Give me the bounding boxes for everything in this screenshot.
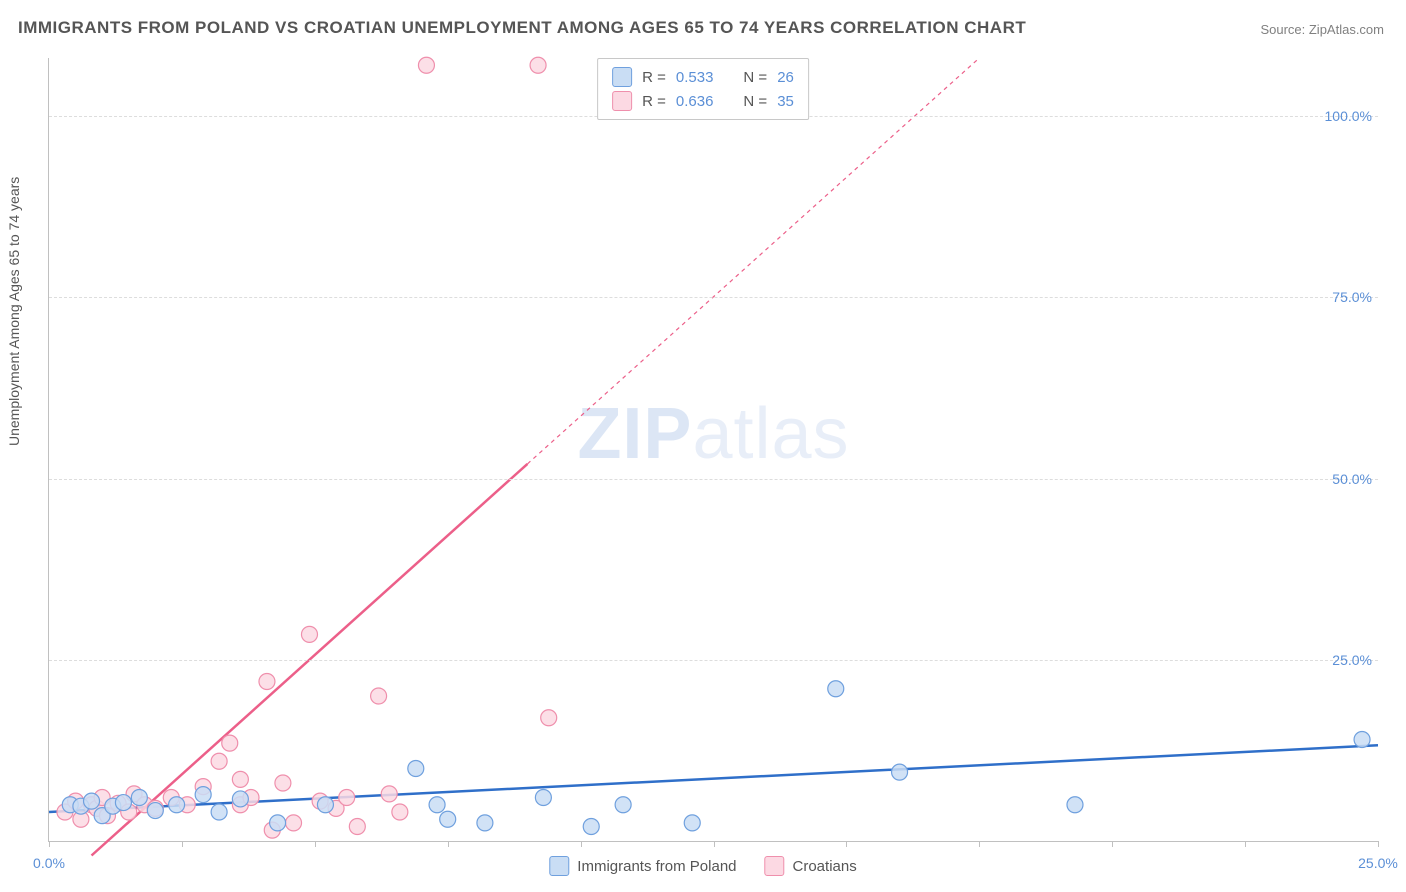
x-tick <box>448 841 449 847</box>
y-tick-label: 100.0% <box>1325 108 1372 124</box>
gridline <box>49 479 1378 480</box>
swatch-croatians-bottom <box>765 856 785 876</box>
series-legend: Immigrants from Poland Croatians <box>549 856 856 876</box>
r-label: R = <box>642 93 666 110</box>
n-value-croatians: 35 <box>777 93 794 110</box>
x-tick <box>979 841 980 847</box>
gridline <box>49 297 1378 298</box>
legend-label-croatians: Croatians <box>793 858 857 875</box>
x-tick <box>1378 841 1379 847</box>
correlation-legend-box: R = 0.533 N = 26 R = 0.636 N = 35 <box>597 58 809 120</box>
chart-title: IMMIGRANTS FROM POLAND VS CROATIAN UNEMP… <box>18 18 1026 38</box>
y-tick-label: 25.0% <box>1332 652 1372 668</box>
legend-label-poland: Immigrants from Poland <box>577 858 736 875</box>
plot-svg <box>49 58 1378 841</box>
swatch-croatians <box>612 91 632 111</box>
y-tick-label: 75.0% <box>1332 289 1372 305</box>
chart-plot-area: ZIPatlas 25.0%50.0%75.0%100.0%0.0%25.0% <box>48 58 1378 842</box>
legend-row-croatians: R = 0.636 N = 35 <box>612 89 794 113</box>
gridline <box>49 660 1378 661</box>
legend-item-poland: Immigrants from Poland <box>549 856 736 876</box>
r-label: R = <box>642 69 666 86</box>
y-axis-label: Unemployment Among Ages 65 to 74 years <box>6 177 22 446</box>
swatch-poland-bottom <box>549 856 569 876</box>
r-value-croatians: 0.636 <box>676 93 714 110</box>
legend-row-poland: R = 0.533 N = 26 <box>612 65 794 89</box>
y-tick-label: 50.0% <box>1332 471 1372 487</box>
x-tick <box>1112 841 1113 847</box>
source-prefix: Source: <box>1260 22 1308 37</box>
n-label: N = <box>743 93 767 110</box>
n-label: N = <box>743 69 767 86</box>
x-tick <box>49 841 50 847</box>
x-tick-label: 25.0% <box>1358 855 1398 871</box>
x-tick-label: 0.0% <box>33 855 65 871</box>
legend-item-croatians: Croatians <box>765 856 857 876</box>
x-tick <box>315 841 316 847</box>
x-tick <box>581 841 582 847</box>
x-tick <box>1245 841 1246 847</box>
x-tick <box>182 841 183 847</box>
x-tick <box>714 841 715 847</box>
source-attribution: Source: ZipAtlas.com <box>1260 22 1384 37</box>
swatch-poland <box>612 67 632 87</box>
r-value-poland: 0.533 <box>676 69 714 86</box>
x-tick <box>846 841 847 847</box>
n-value-poland: 26 <box>777 69 794 86</box>
source-name: ZipAtlas.com <box>1309 22 1384 37</box>
